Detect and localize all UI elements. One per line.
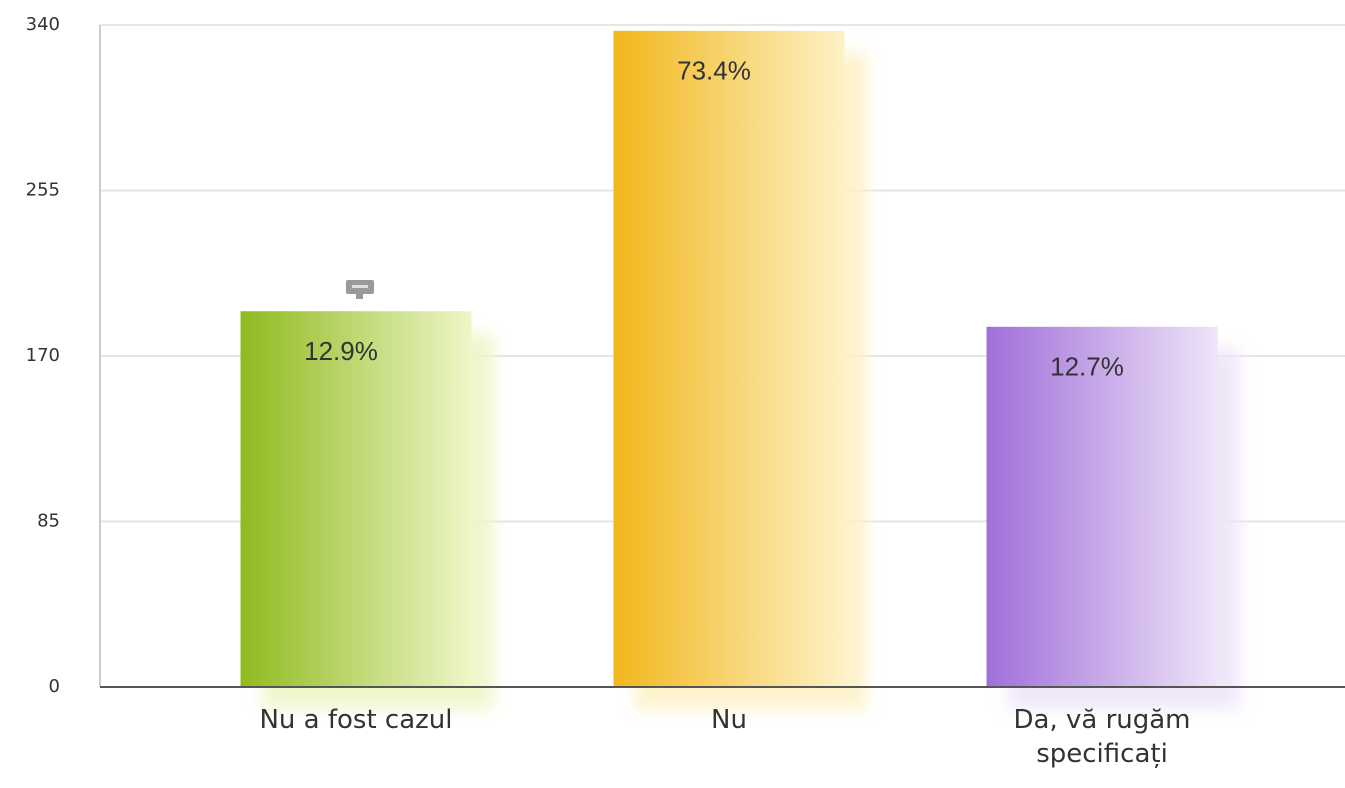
y-tick-label: 85 [37,511,60,532]
x-tick-label: Nu a fost cazul [259,705,453,735]
bar [240,311,472,687]
y-tick-label: 340 [26,14,60,35]
percent-label: 12.9% [304,336,378,366]
comment-icon [346,280,374,299]
x-tick-label: Nu [711,705,747,735]
x-tick-label: Da, vă rugăm specificați [1013,705,1191,769]
percent-label: 73.4% [677,56,751,86]
y-tick-label: 0 [49,676,60,697]
bar [986,326,1218,687]
bar [613,30,845,687]
percent-label: 12.7% [1050,352,1124,382]
y-tick-label: 255 [26,180,60,201]
y-tick-label: 170 [26,345,60,366]
